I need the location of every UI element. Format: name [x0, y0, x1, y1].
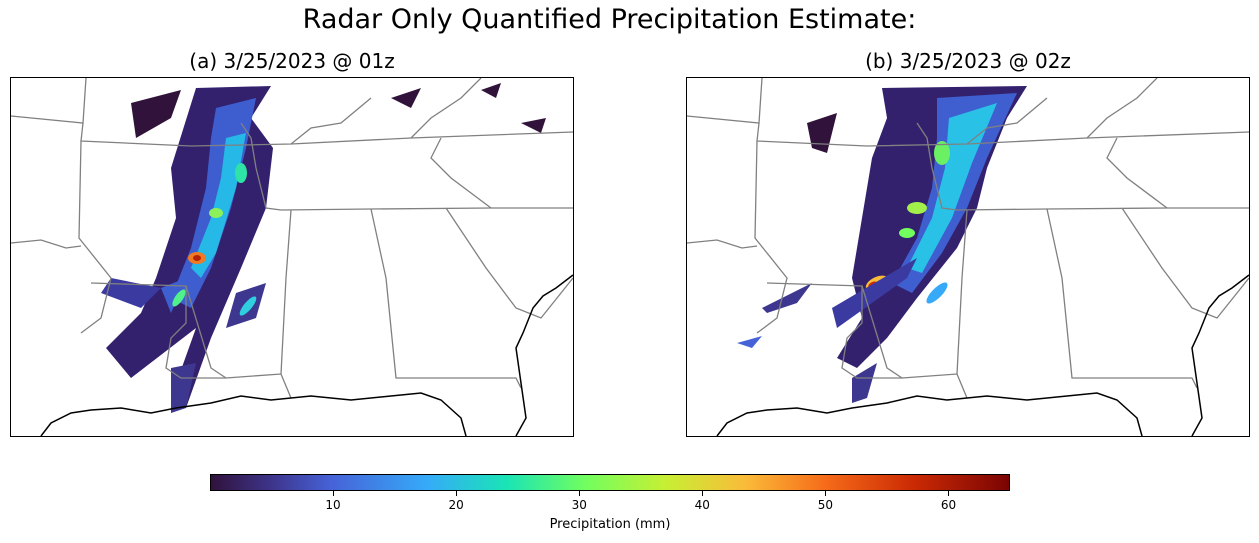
colorbar-tick-label: 50: [817, 498, 834, 512]
colorbar-gradient: [210, 474, 1010, 491]
colorbar-tick-label: 60: [940, 498, 957, 512]
figure-title: Radar Only Quantified Precipitation Esti…: [302, 4, 917, 35]
colorbar-tick: [825, 491, 827, 496]
map-panel-b: [686, 77, 1250, 437]
coastline: [40, 274, 573, 436]
map-panel-a: [10, 77, 574, 437]
precip-overlay: [737, 86, 1027, 403]
panel-a-title: (a) 3/25/2023 @ 01z: [189, 49, 395, 73]
colorbar: 10 20 30 40 50 60: [210, 474, 1010, 513]
colorbar-tick: [333, 491, 335, 496]
colorbar-tick: [702, 491, 704, 496]
colorbar-label: Precipitation (mm): [549, 517, 671, 532]
state-borders: [687, 78, 1249, 399]
colorbar-tick-label: 20: [448, 498, 464, 512]
colorbar-tick: [456, 491, 458, 496]
colorbar-tick-label: 40: [694, 498, 710, 512]
panel-b-title: (b) 3/25/2023 @ 02z: [865, 49, 1071, 73]
colorbar-tick-label: 10: [325, 498, 341, 512]
colorbar-tick: [579, 491, 581, 496]
colorbar-ticks: 10 20 30 40 50 60: [210, 491, 1010, 513]
coastline: [716, 274, 1249, 436]
colorbar-tick: [948, 491, 950, 496]
state-borders: [11, 78, 573, 399]
colorbar-tick-label: 30: [571, 498, 587, 512]
precip-overlay: [101, 83, 546, 413]
